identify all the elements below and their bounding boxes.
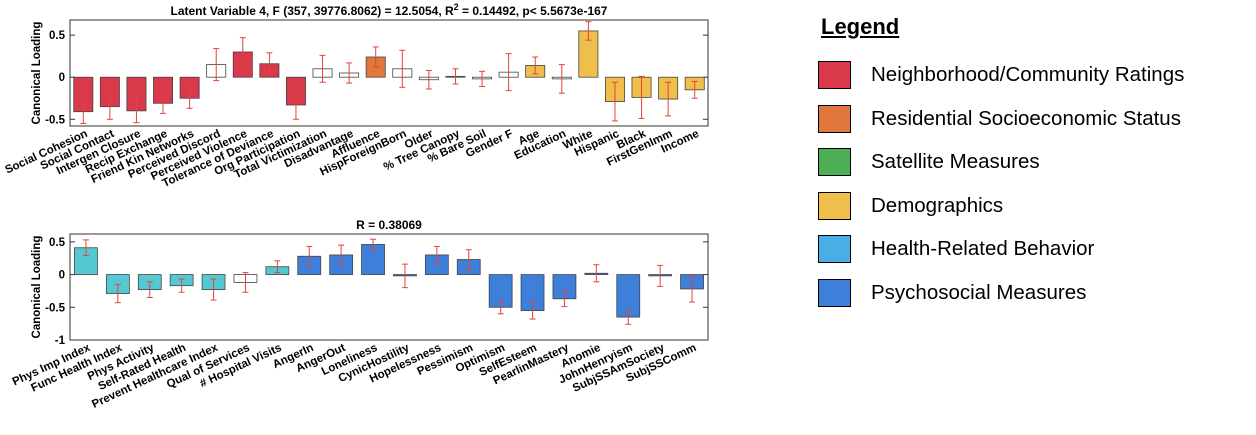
legend-label-demographics: Demographics xyxy=(871,193,1004,217)
bottom-chart-y-tick-label: 0 xyxy=(59,270,65,282)
bottom-chart-title: R = 0.38069 xyxy=(356,218,422,232)
legend-title: Legend xyxy=(821,14,900,39)
legend-item-ses: Residential Socioeconomic Status xyxy=(818,104,1248,134)
legend-label-neighborhood: Neighborhood/Community Ratings xyxy=(871,63,1185,86)
top-chart-title-superscript: 2 xyxy=(454,2,459,12)
top-chart-y-tick-label: 0.5 xyxy=(49,30,66,42)
legend: Legend Neighborhood/Community Ratings Re… xyxy=(818,14,1248,322)
top-bar-chart: Latent Variable 4, F (357, 39776.8062) =… xyxy=(3,2,709,190)
legend-label-health: Health-Related Behavior xyxy=(871,237,1095,261)
bottom-chart-y-tick-label: -0.5 xyxy=(45,302,65,314)
legend-swatch-satellite xyxy=(818,148,851,177)
bottom-chart-y-tick-label: 0.5 xyxy=(49,237,66,249)
legend-swatch-demographics xyxy=(818,191,851,220)
legend-swatch-ses xyxy=(818,104,851,133)
bottom-chart-axes-frame xyxy=(69,233,709,341)
legend-item-neighborhood: Neighborhood/Community Ratings xyxy=(818,60,1248,90)
legend-item-satellite: Satellite Measures xyxy=(818,147,1248,177)
top-chart-title-main: Latent Variable 4, F (357, 39776.8062) =… xyxy=(171,4,455,18)
legend-label-psychosocial: Psychosocial Measures xyxy=(871,280,1087,304)
top-chart-title: Latent Variable 4, F (357, 39776.8062) =… xyxy=(171,2,608,18)
bottom-chart-y-tick-label: -1 xyxy=(55,335,66,347)
top-chart-y-axis-label: Canonical Loading xyxy=(31,22,43,125)
figure: Latent Variable 4, F (357, 39776.8062) =… xyxy=(3,2,709,411)
bottom-chart-y-axis-label: Canonical Loading xyxy=(31,236,43,339)
legend-item-psychosocial: Psychosocial Measures xyxy=(818,278,1248,308)
legend-swatch-psychosocial xyxy=(818,278,851,307)
legend-item-demographics: Demographics xyxy=(818,191,1248,221)
legend-label-satellite: Satellite Measures xyxy=(871,150,1040,174)
top-chart-title-tail: = 0.14492, p< 5.5673e-167 xyxy=(459,4,608,18)
top-chart-y-tick-label: -0.5 xyxy=(45,114,65,126)
legend-label-ses: Residential Socioeconomic Status xyxy=(871,106,1181,130)
legend-item-health: Health-Related Behavior xyxy=(818,234,1248,264)
top-chart-axes-frame xyxy=(69,19,709,127)
legend-swatch-health xyxy=(818,235,851,264)
legend-swatch-neighborhood xyxy=(818,61,851,89)
bottom-chart-title-main: R = 0.38069 xyxy=(356,218,422,232)
top-chart-y-tick-label: 0 xyxy=(59,72,65,84)
